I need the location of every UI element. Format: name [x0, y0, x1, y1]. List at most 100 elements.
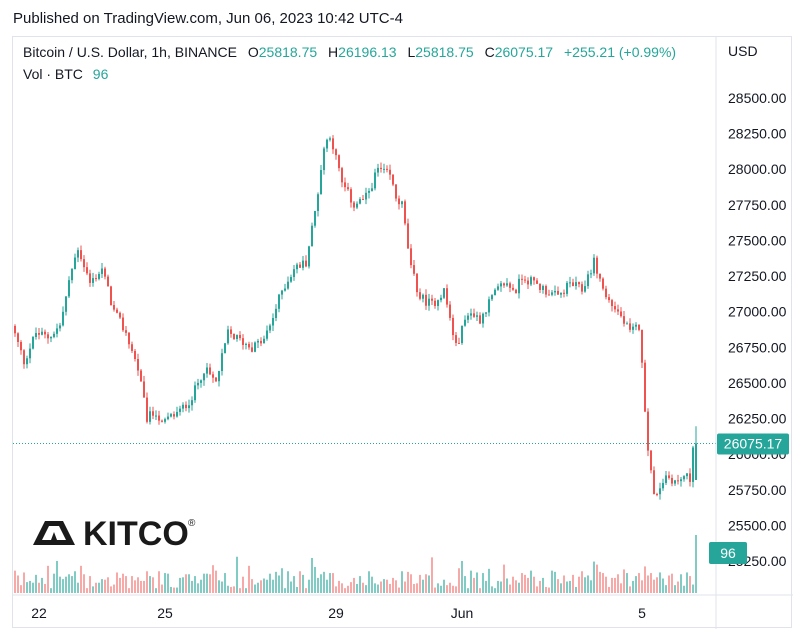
- candle-body: [26, 358, 28, 365]
- candle-body: [137, 359, 139, 371]
- volume-bar: [182, 577, 184, 593]
- volume-bar: [41, 577, 43, 593]
- candle-body: [401, 201, 403, 205]
- volume-bar: [44, 583, 46, 593]
- candle-body: [176, 411, 178, 417]
- time-axis-ticks: 22 25 29 Jun 5: [31, 605, 646, 621]
- legend-change: +255.21 (+0.99%): [564, 44, 676, 60]
- volume-bar: [248, 565, 250, 593]
- candle-body: [41, 331, 43, 335]
- volume-bar: [605, 576, 607, 593]
- kitco-ingot-icon: [33, 521, 75, 545]
- volume-bar: [452, 585, 454, 593]
- volume-bar: [395, 580, 397, 593]
- volume-bar: [695, 535, 697, 593]
- volume-bar: [362, 582, 364, 593]
- candle-body: [440, 297, 442, 301]
- volume-bar: [509, 584, 511, 593]
- volume-bar: [131, 576, 133, 593]
- volume-bar: [152, 577, 154, 593]
- volume-bar: [344, 588, 346, 593]
- volume-bar: [242, 576, 244, 593]
- legend-volume-value: 96: [93, 66, 109, 82]
- candle-body: [476, 315, 478, 317]
- volume-bar: [536, 586, 538, 593]
- time-tick-label: 5: [638, 605, 646, 621]
- candle-body: [170, 414, 172, 417]
- volume-bar: [134, 580, 136, 593]
- candle-body: [365, 192, 367, 200]
- volume-bar: [47, 565, 49, 593]
- volume-bar: [611, 577, 613, 593]
- candle-body: [500, 283, 502, 287]
- candle-body: [518, 278, 520, 294]
- candle-body: [377, 167, 379, 173]
- candle-body: [593, 257, 595, 274]
- candlestick-chart[interactable]: 25250.0025500.0025750.0026000.0026250.00…: [13, 37, 793, 629]
- candle-body: [563, 292, 565, 294]
- volume-bar: [599, 571, 601, 593]
- candle-body: [80, 250, 82, 260]
- volume-bar: [137, 577, 139, 593]
- volume-bar: [278, 575, 280, 593]
- volume-bar: [533, 576, 535, 593]
- volume-bar: [128, 588, 130, 593]
- candle-body: [146, 397, 148, 422]
- volume-bar: [539, 580, 541, 593]
- volume-bar: [269, 573, 271, 593]
- volume-bar: [338, 580, 340, 593]
- volume-bar: [551, 570, 553, 593]
- volume-bar: [110, 586, 112, 593]
- volume-bar: [101, 579, 103, 593]
- volume-bar: [200, 579, 202, 593]
- ohlc-legend: Bitcoin / U.S. Dollar, 1h, BINANCE O2581…: [23, 44, 676, 82]
- candle-body: [578, 282, 580, 285]
- candle-body: [674, 480, 676, 484]
- legend-low-value: 25818.75: [415, 44, 474, 60]
- candle-body: [260, 340, 262, 344]
- candle-body: [356, 203, 358, 208]
- candle-body: [86, 267, 88, 274]
- legend-close-value: 26075.17: [495, 44, 554, 60]
- candle-body: [596, 257, 598, 274]
- last-price-badge: 26075.17: [717, 433, 789, 455]
- volume-bar: [347, 585, 349, 593]
- volume-bar: [296, 586, 298, 593]
- legend-high-label: H: [328, 44, 338, 60]
- volume-bar: [209, 574, 211, 593]
- volume-bar: [56, 560, 58, 593]
- candle-body: [647, 411, 649, 451]
- candle-body: [566, 282, 568, 294]
- candle-body: [482, 313, 484, 324]
- volume-bar: [596, 564, 598, 593]
- candle-body: [173, 414, 175, 417]
- candle-body: [521, 278, 523, 280]
- candle-body: [251, 347, 253, 352]
- volume-bar: [35, 574, 37, 593]
- volume-bar: [689, 576, 691, 593]
- candle-body: [497, 286, 499, 290]
- candle-body: [167, 416, 169, 420]
- candle-body: [134, 350, 136, 360]
- volume-bar: [407, 571, 409, 593]
- candle-body: [47, 334, 49, 339]
- candle-body: [530, 277, 532, 285]
- candle-body: [551, 292, 553, 295]
- volume-bar: [521, 573, 523, 593]
- candle-body: [680, 479, 682, 482]
- candle-body: [341, 168, 343, 183]
- candle-body: [206, 367, 208, 374]
- volume-bar: [560, 583, 562, 593]
- price-tick-label: 26500.00: [728, 375, 787, 391]
- candle-body: [302, 260, 304, 268]
- candle-body: [614, 306, 616, 310]
- volume-bar: [437, 583, 439, 593]
- volume-bar: [389, 583, 391, 593]
- candle-body: [599, 273, 601, 279]
- candles: [14, 135, 697, 500]
- candle-body: [683, 476, 685, 480]
- volume-bar: [647, 575, 649, 593]
- candle-body: [623, 316, 625, 324]
- volume-bar: [554, 571, 556, 593]
- volume-bar: [425, 574, 427, 593]
